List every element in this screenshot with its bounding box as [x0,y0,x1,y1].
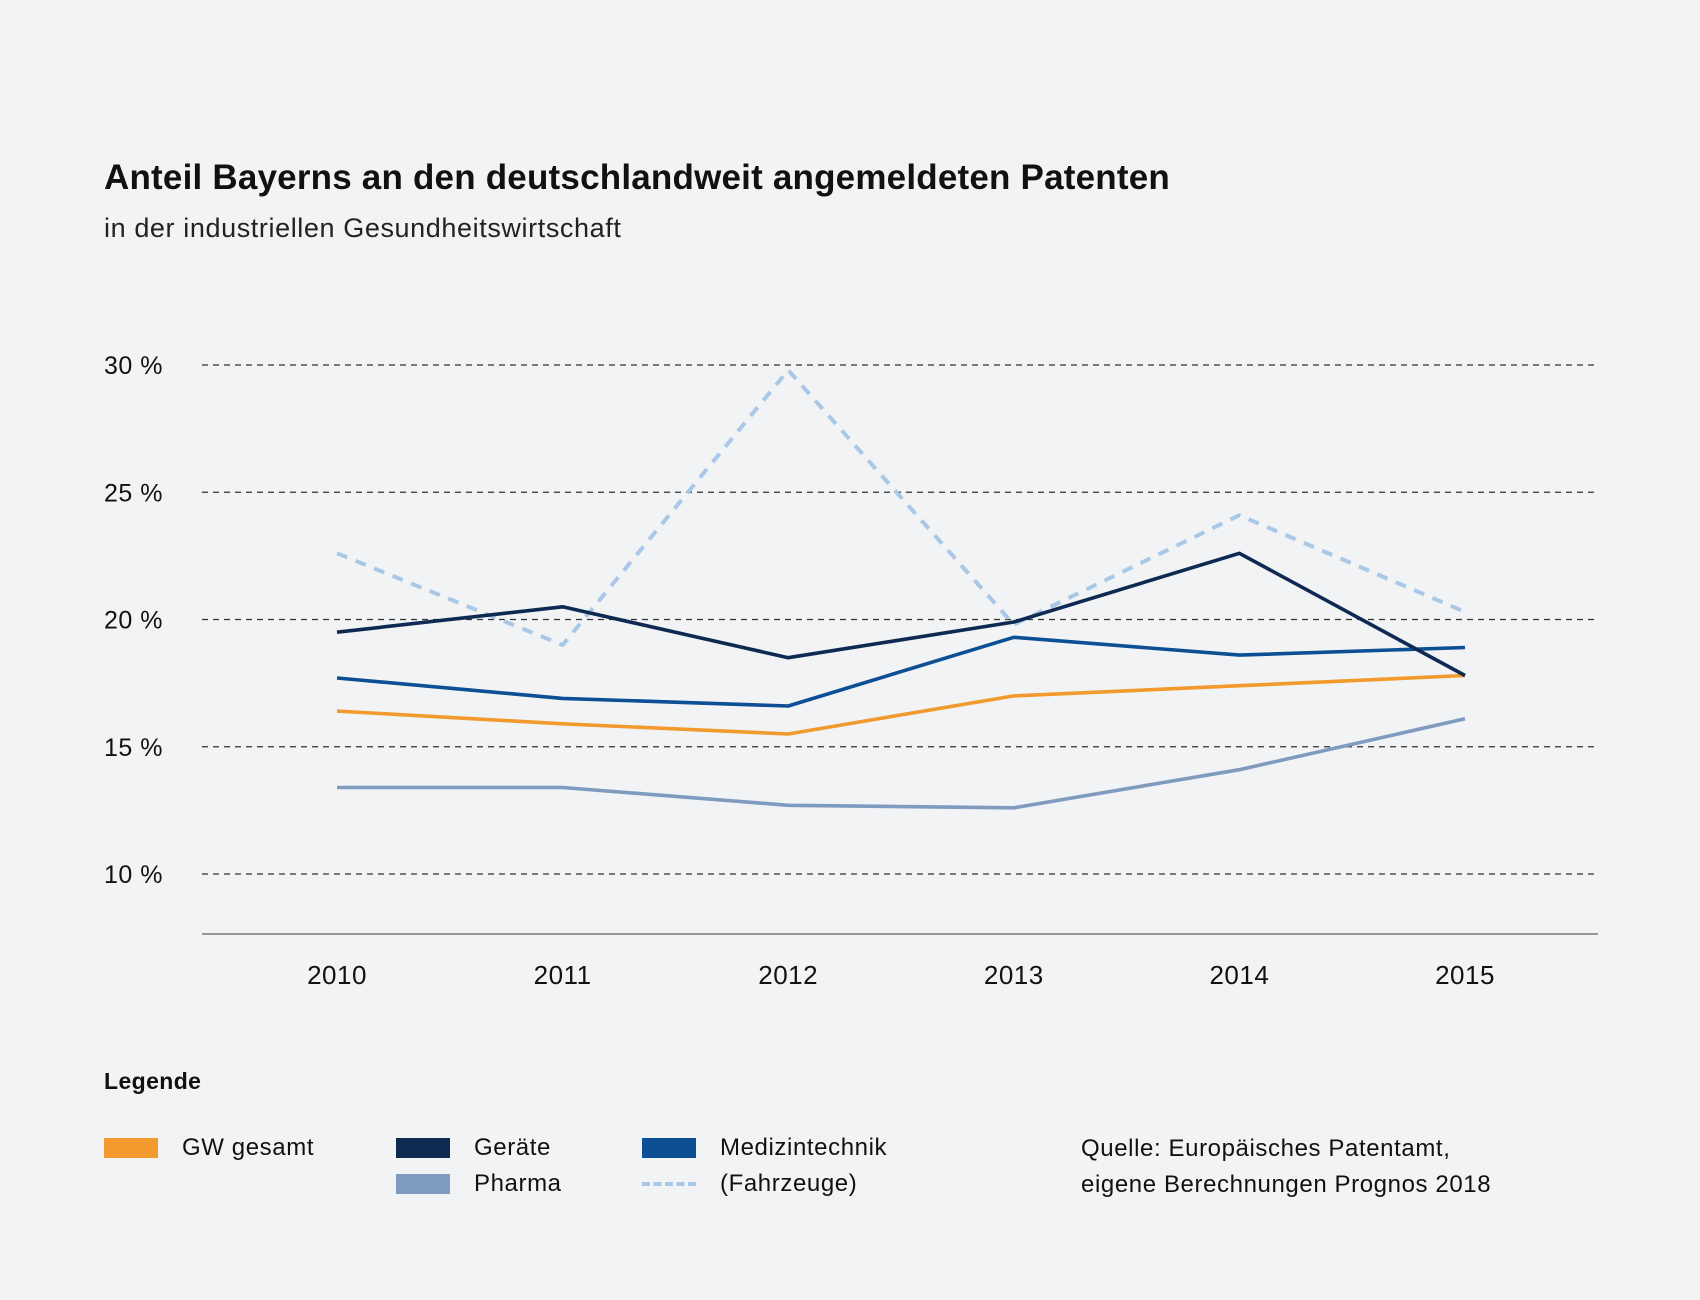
legend-item-pharma: Pharma [396,1170,562,1198]
gridlines [202,364,1598,875]
chart-title: Anteil Bayerns an den deutschlandweit an… [104,158,1170,197]
y-tick-label: 15 % [104,734,163,762]
legend-item-medizintechnik: Medizintechnik [642,1134,887,1162]
legend-label: Geräte [474,1134,551,1161]
legend-swatch-pharma [396,1174,450,1194]
x-tick-label: 2012 [758,960,818,990]
legend-swatch-gw-gesamt [104,1138,158,1158]
x-axis-ticks: 2010 2011 2012 2013 2014 2015 [307,960,1495,990]
legend-swatch-fahrzeuge [642,1182,696,1186]
series-line-fahrzeuge [336,368,1466,647]
y-tick-label: 10 % [104,861,163,889]
series-line-medizintechnik [336,635,1466,708]
legend-swatch-geraete [396,1138,450,1158]
x-tick-label: 2011 [534,960,592,990]
series-lines [336,368,1466,810]
series-line-geräte [336,551,1466,678]
y-tick-label: 25 % [104,479,163,507]
x-tick-label: 2010 [307,960,367,990]
legend-label: GW gesamt [182,1134,315,1161]
source-line-1: Quelle: Europäisches Patentamt, [1081,1135,1451,1162]
y-tick-label: 30 % [104,352,163,380]
legend-title: Legende [104,1068,202,1094]
y-axis-ticks: 30 % 25 % 20 % 15 % 10 % [104,352,163,889]
legend-label: Pharma [474,1170,562,1197]
chart-subtitle: in der industriellen Gesundheitswirtscha… [104,213,622,243]
source-note: Quelle: Europäisches Patentamt, eigene B… [1081,1131,1491,1203]
legend-item-gw-gesamt: GW gesamt [104,1134,314,1162]
series-line-pharma [337,717,1466,810]
legend-item-fahrzeuge: (Fahrzeuge) [642,1170,857,1198]
line-chart: 30 %25 %20 %15 %10 % 2010 2011 2012 2013 201… [104,352,1598,990]
legend-label: (Fahrzeuge) [720,1170,858,1197]
x-tick-label: 2014 [1209,960,1269,990]
x-tick-label: 2013 [984,960,1044,990]
legend-item-geraete: Geräte [396,1134,551,1162]
legend-swatch-medizintechnik [642,1138,696,1158]
legend-label: Medizintechnik [720,1134,888,1161]
x-tick-label: 2015 [1435,960,1495,990]
source-line-2: eigene Berechnungen Prognos 2018 [1081,1171,1492,1198]
y-tick-label: 20 % [104,607,163,635]
series-line-gw-gesamt [336,673,1466,736]
